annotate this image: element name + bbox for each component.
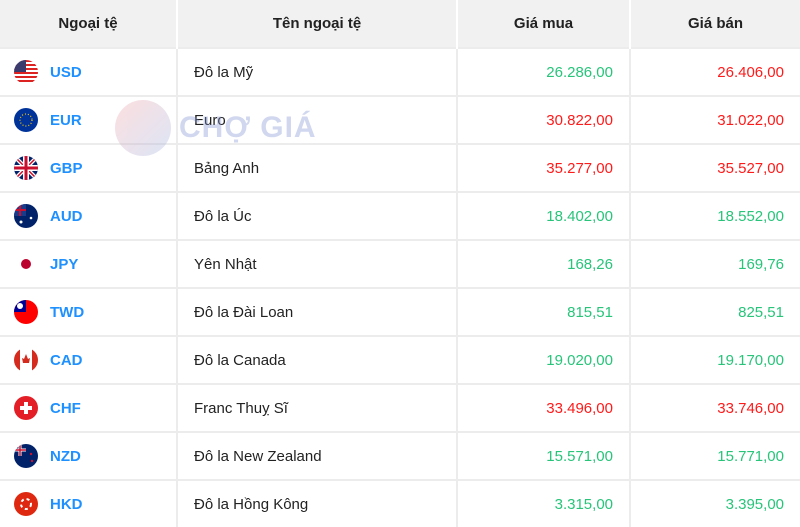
currency-cell: GBP: [0, 143, 178, 192]
currency-name: Franc Thuỵ Sĩ: [177, 383, 458, 432]
sell-price: 18.552,00: [630, 191, 800, 240]
currency-cell: USD: [0, 47, 178, 96]
au-flag-icon: [14, 204, 38, 228]
tw-flag-icon: [14, 300, 38, 324]
currency-cell: CHF: [0, 383, 178, 432]
table-row: AUD Đô la Úc 18.402,00 18.552,00: [0, 191, 800, 240]
jp-flag-icon: [14, 252, 38, 276]
buy-price: 168,26: [457, 239, 631, 288]
ca-flag-icon: [14, 348, 38, 372]
currency-code[interactable]: AUD: [50, 207, 83, 225]
table-row: USD Đô la Mỹ 26.286,00 26.406,00: [0, 47, 800, 96]
currency-code[interactable]: EUR: [50, 111, 82, 129]
sell-price: 825,51: [630, 287, 800, 336]
currency-code[interactable]: HKD: [50, 495, 83, 513]
buy-price: 26.286,00: [457, 47, 631, 96]
table-row: NZD Đô la New Zealand 15.571,00 15.771,0…: [0, 431, 800, 480]
buy-price: 3.315,00: [457, 479, 631, 527]
gb-flag-icon: [14, 156, 38, 180]
currency-cell: TWD: [0, 287, 178, 336]
currency-cell: HKD: [0, 479, 178, 527]
buy-price: 18.402,00: [457, 191, 631, 240]
buy-price: 35.277,00: [457, 143, 631, 192]
currency-name: Euro: [177, 95, 458, 144]
currency-name: Đô la Mỹ: [177, 47, 458, 96]
sell-price: 31.022,00: [630, 95, 800, 144]
currency-name: Yên Nhật: [177, 239, 458, 288]
currency-cell: NZD: [0, 431, 178, 480]
currency-code[interactable]: GBP: [50, 159, 83, 177]
sell-price: 35.527,00: [630, 143, 800, 192]
eu-flag-icon: [14, 108, 38, 132]
currency-name: Đô la Úc: [177, 191, 458, 240]
table-row: CAD Đô la Canada 19.020,00 19.170,00: [0, 335, 800, 384]
us-flag-icon: [14, 60, 38, 84]
currency-name: Đô la Hồng Kông: [177, 479, 458, 527]
sell-price: 3.395,00: [630, 479, 800, 527]
currency-name: Đô la Đài Loan: [177, 287, 458, 336]
buy-price: 30.822,00: [457, 95, 631, 144]
currency-cell: EUR: [0, 95, 178, 144]
buy-price: 33.496,00: [457, 383, 631, 432]
table-row: TWD Đô la Đài Loan 815,51 825,51: [0, 287, 800, 336]
currency-code[interactable]: JPY: [50, 255, 79, 273]
currency-code[interactable]: CAD: [50, 351, 83, 369]
currency-code[interactable]: TWD: [50, 303, 85, 321]
header-name: Tên ngoại tệ: [177, 0, 458, 48]
table-row: HKD Đô la Hồng Kông 3.315,00 3.395,00: [0, 479, 800, 527]
buy-price: 815,51: [457, 287, 631, 336]
sell-price: 15.771,00: [630, 431, 800, 480]
nz-flag-icon: [14, 444, 38, 468]
table-row: GBP Bảng Anh 35.277,00 35.527,00: [0, 143, 800, 192]
currency-cell: JPY: [0, 239, 178, 288]
currency-cell: AUD: [0, 191, 178, 240]
hk-flag-icon: [14, 492, 38, 516]
buy-price: 19.020,00: [457, 335, 631, 384]
currency-code[interactable]: NZD: [50, 447, 81, 465]
table-row: EUR Euro 30.822,00 31.022,00: [0, 95, 800, 144]
sell-price: 19.170,00: [630, 335, 800, 384]
ch-flag-icon: [14, 396, 38, 420]
sell-price: 33.746,00: [630, 383, 800, 432]
currency-code[interactable]: CHF: [50, 399, 81, 417]
sell-price: 169,76: [630, 239, 800, 288]
currency-name: Bảng Anh: [177, 143, 458, 192]
table-header: Ngoại tệ Tên ngoại tệ Giá mua Giá bán: [0, 0, 800, 48]
currency-code[interactable]: USD: [50, 63, 82, 81]
table-row: CHF Franc Thuỵ Sĩ 33.496,00 33.746,00: [0, 383, 800, 432]
currency-cell: CAD: [0, 335, 178, 384]
currency-name: Đô la New Zealand: [177, 431, 458, 480]
buy-price: 15.571,00: [457, 431, 631, 480]
header-buy: Giá mua: [457, 0, 631, 48]
sell-price: 26.406,00: [630, 47, 800, 96]
header-sell: Giá bán: [630, 0, 800, 48]
table-row: JPY Yên Nhật 168,26 169,76: [0, 239, 800, 288]
header-currency: Ngoại tệ: [0, 0, 178, 48]
currency-name: Đô la Canada: [177, 335, 458, 384]
